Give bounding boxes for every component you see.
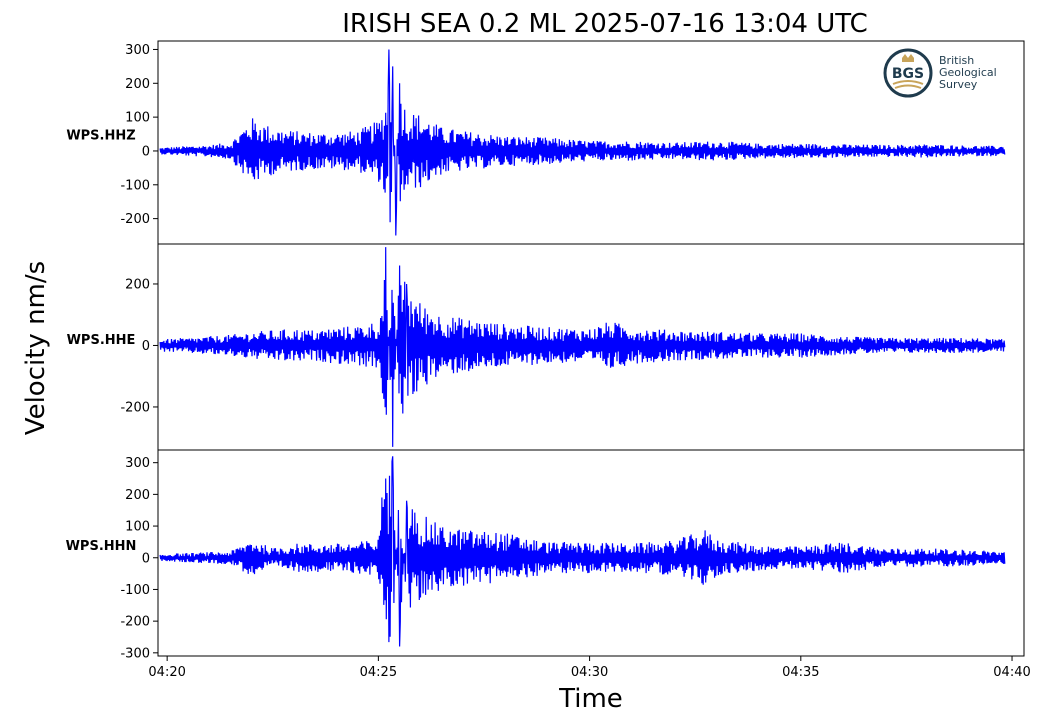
chart-title: IRISH SEA 0.2 ML 2025-07-16 13:04 UTC <box>342 9 868 39</box>
channel-label: WPS.HHZ <box>66 129 135 144</box>
y-tick-label: -100 <box>120 178 150 193</box>
y-axis-label: Velocity nm/s <box>21 261 51 435</box>
y-tick-label: -100 <box>120 583 150 598</box>
x-tick-label: 04:30 <box>571 665 608 680</box>
x-tick-label: 04:35 <box>782 665 819 680</box>
y-tick-label: -200 <box>120 615 150 630</box>
x-axis-ticks: 04:20 04:25 04:30 04:35 04:40 <box>148 656 1031 680</box>
panel-hhn: 300 200 100 0 -100 -200 -300 WPS.HHN <box>66 449 1025 661</box>
logo-line-2: Geological <box>939 66 997 79</box>
x-axis-label: Time <box>558 684 623 714</box>
logo-line-1: British <box>939 54 974 67</box>
logo-crown-icon <box>902 54 914 62</box>
channel-label: WPS.HHN <box>66 539 137 554</box>
x-tick-label: 04:25 <box>360 665 397 680</box>
logo-wave-icon <box>892 80 924 85</box>
y-tick-label: 300 <box>125 456 150 471</box>
waveform-trace-wps-hhe <box>159 247 1006 447</box>
panel-hhz: 300 200 100 0 -100 -200 WPS.HHZ <box>66 40 1025 245</box>
logo-line-3: Survey <box>939 78 978 91</box>
panel-hhe: 200 0 -200 WPS.HHE <box>67 243 1025 451</box>
y-tick-label: -300 <box>120 646 150 661</box>
y-tick-label: 0 <box>142 551 150 566</box>
panel-frame <box>157 449 1025 657</box>
y-tick-label: 100 <box>125 520 150 535</box>
y-tick-label: -200 <box>120 400 150 415</box>
y-tick-label: 200 <box>125 277 150 292</box>
y-tick-label: 100 <box>125 111 150 126</box>
waveform-trace-wps-hhn <box>159 456 1006 647</box>
y-tick-label: 0 <box>142 144 150 159</box>
waveform-trace-wps-hhz <box>159 49 1006 236</box>
logo-ring <box>883 48 933 98</box>
y-tick-label: 200 <box>125 77 150 92</box>
y-tick-label: -200 <box>120 212 150 227</box>
logo-wave-icon-2 <box>894 84 922 89</box>
bgs-logo: BGS British Geological Survey <box>883 48 997 98</box>
logo-abbr: BGS <box>892 66 924 82</box>
channel-label: WPS.HHE <box>67 333 136 348</box>
x-tick-label: 04:40 <box>993 665 1030 680</box>
y-tick-label: 200 <box>125 488 150 503</box>
y-tick-label: 300 <box>125 43 150 58</box>
y-tick-label: 0 <box>142 339 150 354</box>
x-tick-label: 04:20 <box>148 665 185 680</box>
